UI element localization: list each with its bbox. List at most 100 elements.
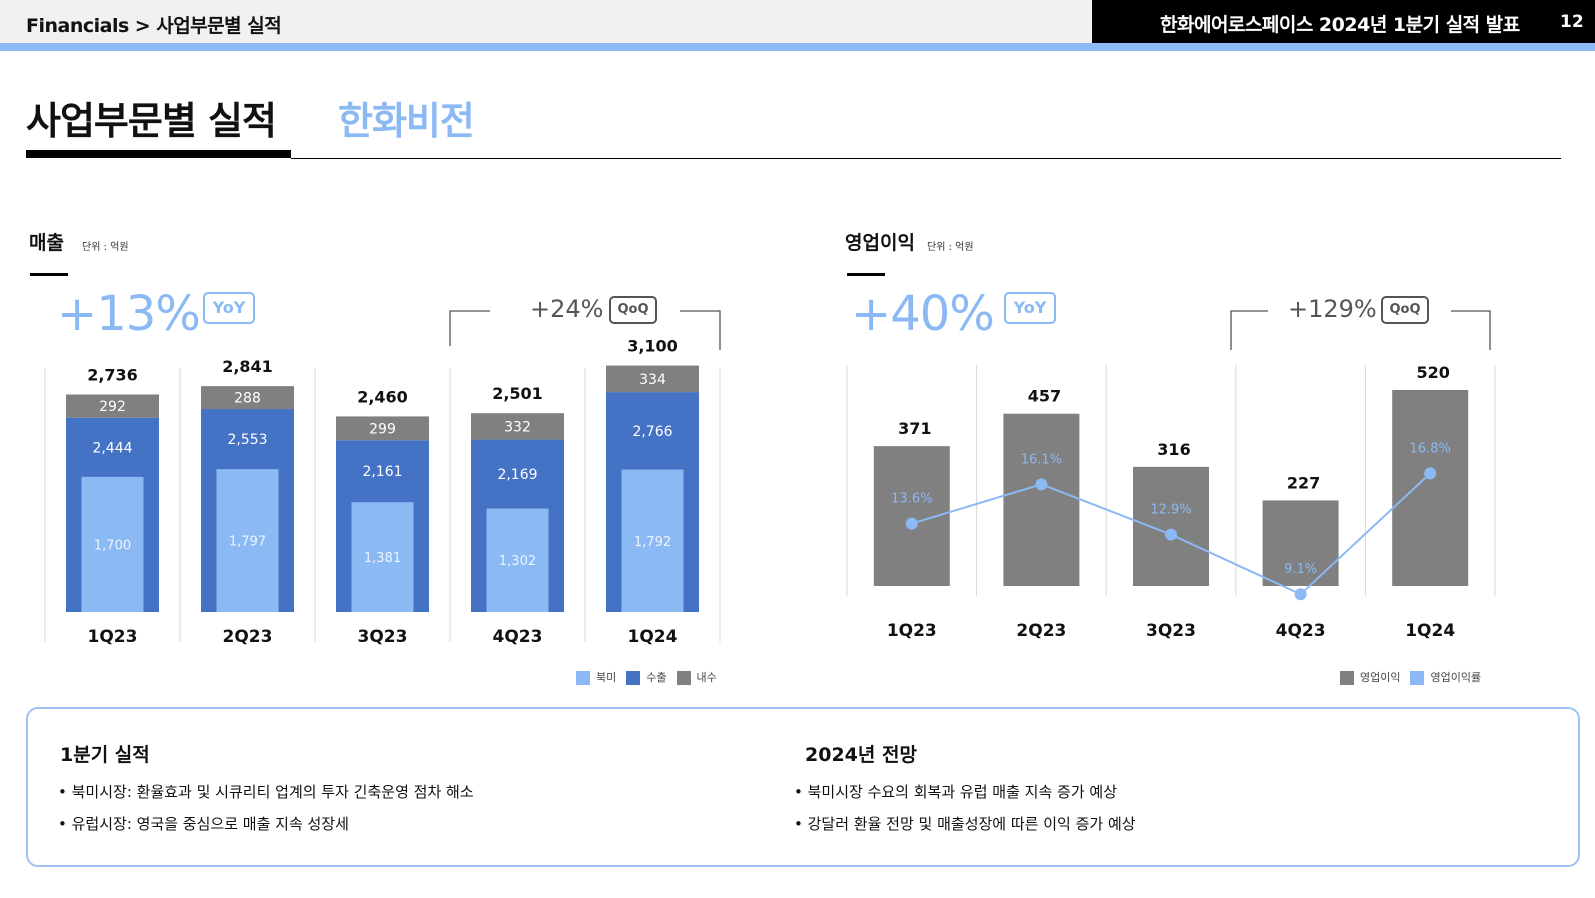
op-margin-point [1294,588,1307,601]
op-profit-legend: 영업이익 영업이익률 [1340,669,1491,685]
revenue-x-tick: 2Q23 [223,627,273,647]
revenue-total-label: 2,841 [222,357,273,376]
op-profit-unit-label: 단위 : 억원 [927,242,974,253]
revenue-label-north-america: 1,381 [364,551,401,566]
legend-swatch [1340,671,1354,685]
revenue-total-label: 2,736 [87,365,138,384]
revenue-label-domestic: 292 [99,399,126,415]
op-margin-label: 13.6% [891,492,932,507]
op-profit-yoy-value: +40% [851,286,995,342]
q1-results-title: 1분기 실적 [60,744,150,766]
op-margin-label: 16.1% [1021,452,1062,467]
summary-box [26,707,1580,867]
op-profit-value-label: 457 [1028,387,1061,406]
title-underline-thick [26,150,291,158]
revenue-legend-item: 북미 [576,669,616,685]
op-profit-section-title: 영업이익 [845,232,915,254]
revenue-label-export: 2,169 [497,467,537,483]
revenue-total-label: 2,460 [357,387,408,406]
revenue-bar-north-america [81,476,144,612]
revenue-label-domestic: 332 [504,419,531,435]
outlook-title: 2024년 전망 [805,744,917,766]
op-profit-value-label: 520 [1416,363,1449,382]
op-margin-label: 16.8% [1410,441,1451,456]
revenue-bar-north-america [621,469,684,612]
outlook-item: • 강달러 환율 전망 및 매출성장에 따른 이익 증가 예상 [794,815,1136,833]
revenue-x-tick: 1Q23 [88,627,138,647]
breadcrumb-root[interactable]: Financials [26,15,129,37]
op-profit-qoq-badge: QoQ [1381,296,1429,324]
revenue-label-north-america: 1,700 [94,538,131,553]
q1-results-item: • 유럽시장: 영국을 중심으로 매출 지속 성장세 [58,815,349,833]
revenue-label-north-america: 1,797 [229,535,266,550]
legend-swatch [626,671,641,685]
op-profit-yoy-badge: YoY [1004,292,1056,324]
top-bar-title-panel [1092,0,1595,43]
revenue-label-export: 2,766 [632,424,672,440]
revenue-qoq-badge: QoQ [609,296,657,324]
legend-label: 영업이익 [1360,671,1401,684]
title-underline-thin [291,158,1561,159]
revenue-x-tick: 3Q23 [358,627,408,647]
op-profit-legend-item: 영업이익 [1340,669,1400,685]
revenue-bar-domestic [201,386,294,410]
legend-swatch [576,671,590,685]
revenue-bar-domestic [336,416,429,441]
revenue-bar-north-america [486,508,549,612]
revenue-unit-label: 단위 : 억원 [82,242,129,253]
revenue-yoy-value: +13% [57,286,201,342]
revenue-bar-domestic [606,365,699,393]
revenue-qoq-bracket [449,310,490,346]
revenue-bar-domestic [471,413,564,440]
legend-swatch [1410,671,1425,685]
op-profit-value-label: 371 [898,419,931,438]
revenue-label-north-america: 1,302 [499,554,536,569]
op-profit-x-tick: 1Q24 [1405,621,1455,641]
revenue-legend-item: 내수 [676,669,717,685]
revenue-total-label: 3,100 [627,337,678,356]
revenue-label-domestic: 299 [369,421,396,437]
op-profit-bar [1133,466,1209,586]
revenue-label-export: 2,161 [362,464,402,480]
revenue-qoq-bracket [680,310,721,350]
legend-label: 북미 [596,671,617,684]
revenue-label-north-america: 1,792 [634,535,671,550]
revenue-label-domestic: 288 [234,391,261,407]
op-profit-qoq-bracket [1451,310,1491,350]
revenue-label-export: 2,444 [92,440,132,456]
op-profit-x-tick: 1Q23 [887,621,937,641]
op-profit-bar [1392,389,1469,586]
op-profit-qoq-value: +129% [1288,295,1377,323]
page-subtitle: 한화비전 [338,99,475,143]
outlook-item: • 북미시장 수요의 회복과 유럽 매출 지속 증가 예상 [794,783,1117,801]
revenue-yoy-badge: YoY [203,292,255,324]
op-profit-x-tick: 2Q23 [1016,621,1066,641]
op-margin-point [1035,478,1048,491]
revenue-label-export: 2,553 [227,432,267,448]
top-accent-stripe [0,43,1595,51]
op-margin-label: 12.9% [1150,503,1191,518]
op-profit-section-rule [847,273,885,276]
breadcrumb-page: 사업부문별 실적 [156,15,282,37]
deck-title: 한화에어로스페이스 2024년 1분기 실적 발표 [1160,14,1520,36]
op-profit-qoq-bracket [1230,310,1268,350]
op-profit-value-label: 316 [1157,440,1190,459]
revenue-x-tick: 4Q23 [493,627,543,647]
revenue-bar-domestic [66,394,159,418]
legend-swatch [676,671,691,685]
revenue-label-domestic: 334 [639,372,666,388]
revenue-x-tick: 1Q24 [628,627,678,647]
op-profit-x-tick: 4Q23 [1276,621,1326,641]
op-margin-label: 9.1% [1284,562,1317,577]
page-number: 12 [1560,12,1584,32]
op-margin-point [1424,467,1437,480]
revenue-section-title: 매출 [29,232,64,254]
revenue-qoq-value: +24% [530,295,604,323]
op-profit-value-label: 227 [1287,473,1320,492]
breadcrumb: Financials > 사업부문별 실적 [26,11,287,38]
q1-results-item: • 북미시장: 환율효과 및 시큐리티 업계의 투자 긴축운영 점차 해소 [58,783,474,801]
op-margin-point [905,517,918,530]
legend-label: 영업이익률 [1430,671,1482,684]
